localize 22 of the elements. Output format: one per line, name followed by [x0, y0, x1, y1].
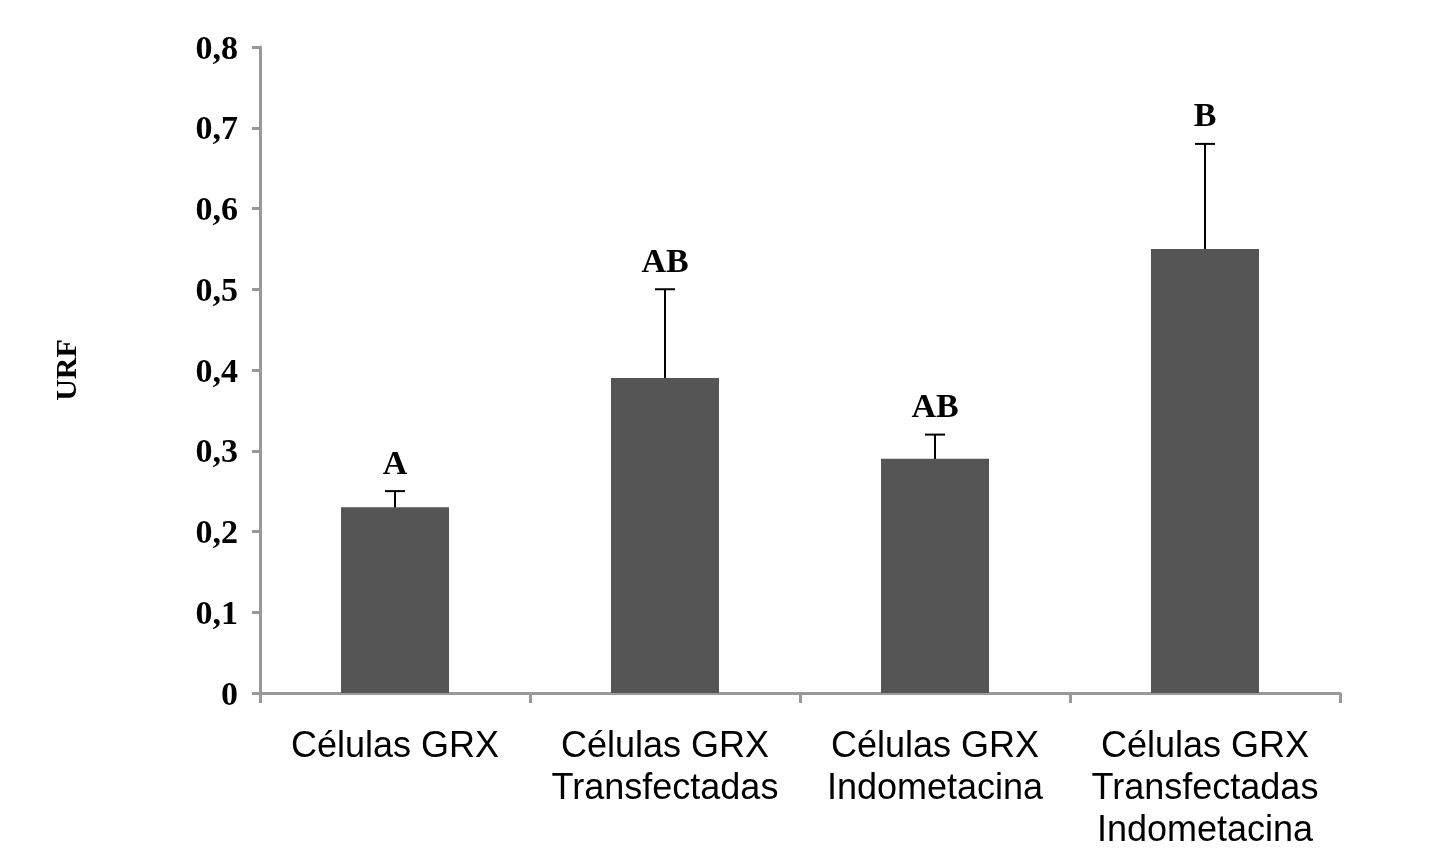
- x-tick-label: Células GRX Transfectadas: [551, 723, 779, 807]
- y-tick-label: 0,8: [195, 28, 238, 66]
- annotation: B: [1193, 96, 1217, 134]
- y-tick-label: 0,3: [195, 432, 238, 470]
- y-tick-label: 0,5: [195, 270, 238, 308]
- y-tick-label: 0,7: [195, 109, 238, 147]
- annotation: A: [382, 443, 408, 481]
- y-tick-label: 0,1: [195, 593, 238, 631]
- bar: [1151, 248, 1259, 693]
- bar: [611, 378, 719, 693]
- bar: [341, 507, 449, 693]
- x-tick-label: Células GRX Indometacina: [826, 723, 1045, 807]
- x-tick-label: Células GRX: [290, 723, 500, 765]
- bar: [881, 458, 989, 693]
- y-tick-label: 0,2: [195, 513, 238, 550]
- y-tick-label: 0,4: [195, 351, 238, 389]
- annotation: AB: [641, 241, 689, 279]
- annotation: AB: [911, 387, 959, 425]
- y-tick-label: 0: [221, 674, 238, 712]
- y-axis-title: URF: [48, 339, 82, 401]
- x-tick-label: Células GRX Transfectadas Indometacina: [1091, 723, 1319, 849]
- y-tick-label: 0,6: [195, 190, 238, 227]
